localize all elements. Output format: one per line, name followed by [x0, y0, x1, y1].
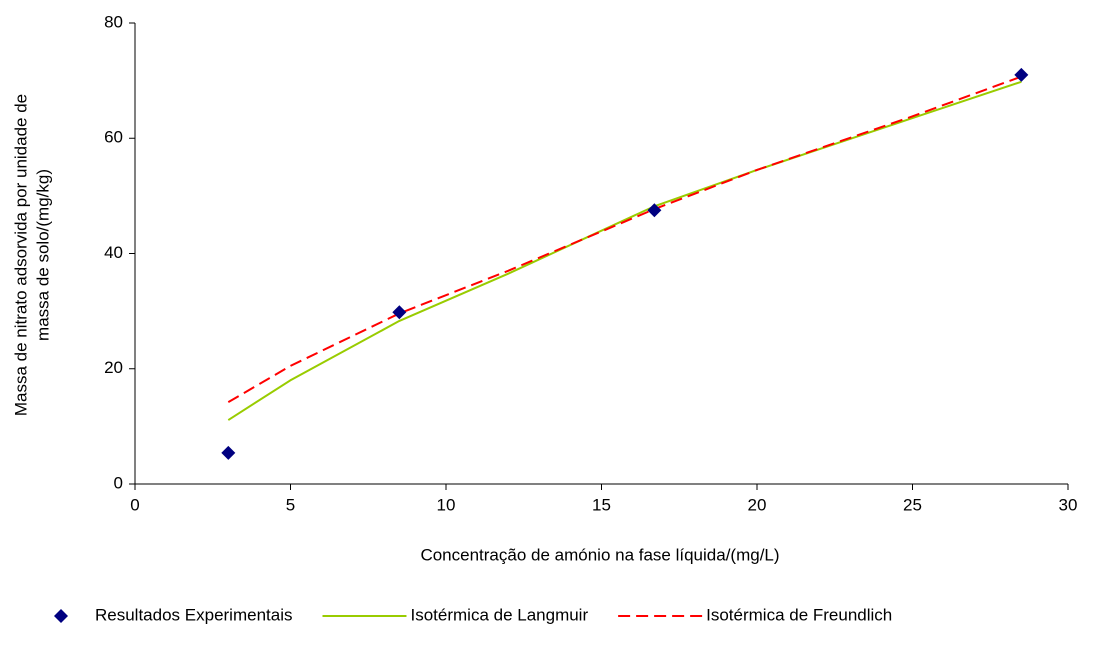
marker: [1014, 67, 1029, 82]
legend-label: Resultados Experimentais: [95, 605, 292, 624]
legend-label: Isotérmica de Freundlich: [706, 605, 892, 624]
y-tick-label: 20: [104, 358, 123, 377]
legend-marker: [54, 609, 68, 623]
x-tick-label: 0: [130, 495, 139, 514]
x-tick-label: 15: [592, 495, 611, 514]
y-tick-label: 40: [104, 243, 123, 262]
x-axis-title: Concentração de amónio na fase líquida/(…: [420, 545, 779, 564]
y-tick-label: 80: [104, 12, 123, 31]
x-tick-label: 30: [1059, 495, 1078, 514]
y-axis-title: massa de solo/(mg/kg): [33, 169, 52, 341]
legend-label: Isotérmica de Langmuir: [410, 605, 588, 624]
marker: [221, 445, 236, 460]
line: [227, 75, 1022, 404]
x-tick-label: 25: [903, 495, 922, 514]
y-tick-label: 60: [104, 128, 123, 147]
y-tick-label: 0: [114, 473, 123, 492]
line: [227, 80, 1022, 421]
marker: [647, 203, 662, 218]
x-tick-label: 10: [437, 495, 456, 514]
y-axis-title: Massa de nitrato adsorvida por unidade d…: [11, 94, 30, 416]
x-tick-label: 5: [286, 495, 295, 514]
x-tick-label: 20: [748, 495, 767, 514]
marker: [392, 305, 407, 320]
